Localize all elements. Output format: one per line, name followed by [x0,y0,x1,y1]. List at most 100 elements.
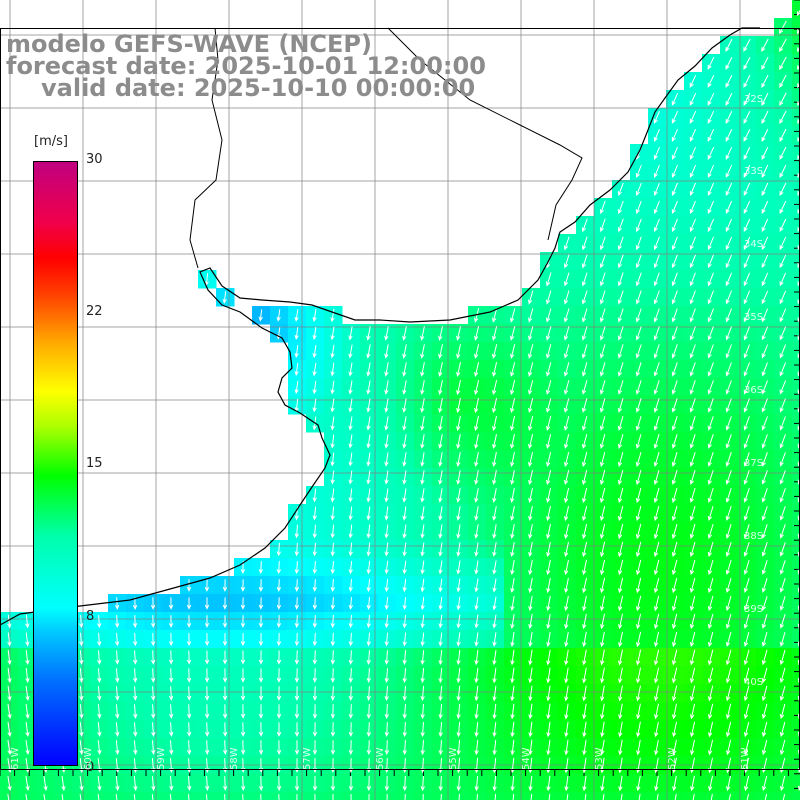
colorbar-unit: [m/s] [34,134,68,149]
wind-arrow [707,146,715,160]
wind-arrow [528,451,534,468]
wind-arrow [690,739,695,756]
wind-cell [792,576,800,595]
wind-arrow [97,668,102,683]
wind-arrow [618,595,624,612]
wind-arrow [617,326,624,341]
wind-arrow [133,704,138,719]
wind-arrow [743,470,750,485]
wind-arrow [294,579,300,592]
wind-cell [180,792,199,800]
wind-arrow [115,794,118,800]
wind-cell [18,792,37,800]
wind-arrow [782,793,786,800]
wind-arrow [204,722,210,737]
wind-arrow [671,559,678,576]
wind-cell [774,792,793,800]
wind-arrow [366,524,371,539]
wind-arrow [689,541,696,558]
wind-arrow [600,685,605,702]
wind-arrow [240,615,246,628]
wind-arrow [402,721,407,738]
wind-arrow [133,740,138,755]
wind-arrow [620,793,623,800]
wind-arrow [582,649,587,666]
wind-arrow [618,631,623,648]
wind-arrow [456,361,461,378]
wind-arrow [330,650,336,665]
wind-arrow [761,398,768,413]
wind-arrow [545,380,552,395]
wind-arrow [366,775,372,792]
wind-arrow [150,597,156,610]
wind-arrow [672,703,677,720]
wind-arrow [672,775,677,792]
wind-arrow [96,632,102,647]
wind-arrow [582,505,588,522]
wind-arrow [725,631,732,648]
title-model: modelo GEFS-WAVE (NCEP) [6,30,372,58]
wind-arrow [312,488,317,503]
wind-arrow [224,794,226,800]
wind-arrow [725,38,733,52]
wind-arrow [420,578,425,593]
wind-arrow [510,524,515,540]
wind-arrow [546,631,551,648]
wind-arrow [761,146,769,161]
wind-arrow [672,685,678,702]
wind-arrow [689,649,696,666]
wind-arrow [438,326,443,341]
wind-arrow [492,649,497,666]
wind-arrow [689,487,696,503]
wind-arrow [599,236,606,251]
wind-arrow [510,775,515,792]
wind-arrow [564,649,569,666]
wind-arrow [671,416,678,431]
wind-arrow [456,344,461,359]
wind-arrow [474,488,479,503]
wind-arrow [456,542,461,557]
wind-arrow [725,434,732,449]
wind-arrow [689,505,696,522]
wind-arrow [294,668,300,683]
wind-arrow [420,416,425,431]
wind-arrow [260,794,262,800]
wind-arrow [222,668,228,683]
wind-arrow [707,703,714,720]
wind-arrow [474,739,479,756]
wind-arrow [294,650,300,665]
wind-arrow [132,632,138,647]
wind-arrow [512,793,515,800]
wind-arrow [779,38,787,53]
wind-arrow [420,739,425,756]
wind-arrow [564,613,569,630]
wind-arrow [330,597,336,610]
wind-cell [612,792,631,800]
wind-arrow [636,685,641,702]
wind-arrow [582,631,587,648]
wind-arrow [402,542,407,557]
wind-arrow [296,794,298,800]
wind-arrow [474,685,479,702]
wind-arrow [510,596,515,612]
wind-arrow [386,793,388,800]
wind-arrow [563,308,570,323]
wind-arrow [366,614,371,629]
wind-arrow [61,776,66,792]
wind-arrow [761,362,768,377]
wind-arrow [294,615,300,629]
wind-arrow [725,559,732,575]
wind-cell [792,486,800,505]
colorbar-tick-15: 15 [86,456,103,471]
wind-arrow [96,614,102,629]
wind-cell [792,90,800,109]
wind-arrow [528,541,533,558]
wind-arrow [689,272,696,287]
wind-arrow [384,434,389,449]
wind-arrow [725,362,732,377]
wind-arrow [761,236,769,251]
lat-label: 36S [744,385,764,396]
wind-arrow [618,703,623,720]
wind-arrow [420,470,425,485]
wind-arrow [635,451,642,467]
